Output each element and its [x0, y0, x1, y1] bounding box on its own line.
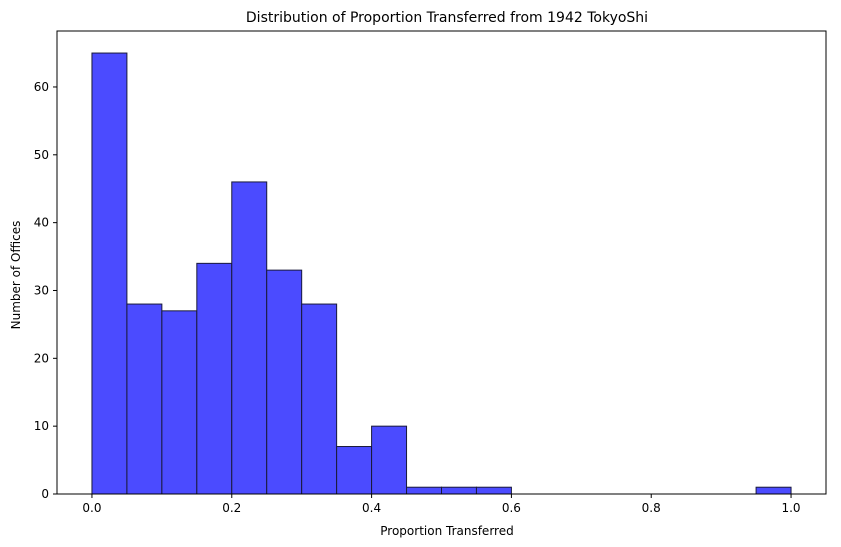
chart-title: Distribution of Proportion Transferred f…: [246, 10, 648, 26]
histogram-bar: [406, 486, 442, 495]
y-tick-label: 0: [41, 487, 49, 501]
bars-group: [91, 52, 792, 495]
x-tick-label: 0.6: [502, 501, 521, 515]
histogram-bar: [196, 262, 233, 495]
histogram-bar: [126, 303, 163, 495]
x-tick-label: 1.0: [781, 501, 800, 515]
plot-frame: [56, 30, 827, 495]
y-axis-label: Number of Offices: [9, 221, 23, 330]
y-tick-label: 40: [34, 216, 49, 230]
histogram-bar: [301, 303, 338, 495]
x-axis-label: Proportion Transferred: [380, 524, 513, 538]
y-axis-ticks: 0 10 20 30 40 50 60: [34, 80, 57, 501]
histogram-bar: [755, 486, 792, 495]
x-tick-label: 0.0: [82, 501, 101, 515]
histogram-bar: [336, 446, 373, 495]
x-tick-label: 0.8: [642, 501, 661, 515]
histogram-bar: [266, 269, 303, 495]
x-axis-ticks: 0.0 0.2 0.4 0.6 0.8 1.0: [82, 494, 801, 515]
histogram-bar: [441, 486, 477, 495]
histogram-bar: [475, 486, 512, 495]
y-tick-label: 10: [34, 419, 49, 433]
histogram-bar: [231, 181, 268, 495]
histogram-bar: [161, 310, 198, 495]
x-tick-label: 0.4: [362, 501, 381, 515]
y-tick-label: 60: [34, 80, 49, 94]
y-tick-label: 30: [34, 283, 49, 297]
y-tick-label: 50: [34, 148, 49, 162]
x-tick-label: 0.2: [222, 501, 241, 515]
histogram-bar: [91, 52, 128, 495]
histogram-bar: [371, 425, 408, 495]
y-tick-label: 20: [34, 351, 49, 365]
